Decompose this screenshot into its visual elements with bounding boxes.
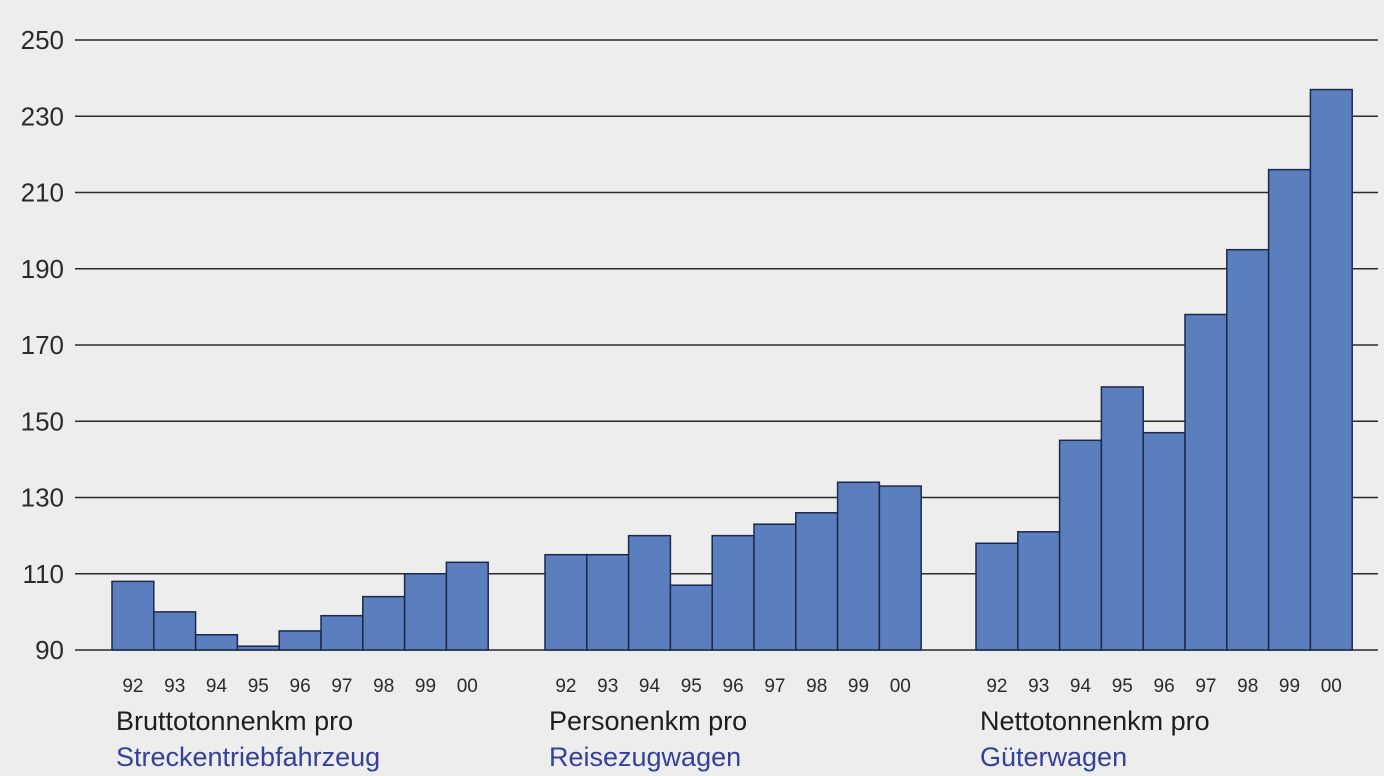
- bar: [878, 485, 922, 651]
- x-tick-label: 98: [373, 676, 394, 697]
- x-tick-label: 00: [457, 676, 478, 697]
- bar: [711, 534, 755, 651]
- x-tick-label: 95: [248, 676, 269, 697]
- bar: [586, 553, 630, 651]
- x-tick-label: 95: [681, 676, 702, 697]
- y-tick-label: 190: [21, 254, 64, 284]
- x-tick-label: 97: [331, 676, 352, 697]
- bar: [403, 573, 448, 651]
- x-tick-label: 00: [1321, 676, 1342, 697]
- x-tick-label: 99: [415, 676, 436, 697]
- x-tick-label: 94: [1070, 676, 1092, 697]
- group-subtitle: Streckentriebfahrzeug: [116, 742, 380, 772]
- bar: [975, 542, 1019, 651]
- x-tick-label: 99: [1279, 676, 1300, 697]
- x-tick-label: 96: [723, 676, 744, 697]
- bar: [1226, 248, 1270, 651]
- y-tick-label: 90: [35, 635, 64, 665]
- bar: [1017, 531, 1061, 651]
- x-tick-label: 94: [639, 676, 661, 697]
- x-tick-label: 98: [1237, 676, 1258, 697]
- bar: [111, 580, 155, 651]
- group-subtitle: Reisezugwagen: [549, 742, 741, 772]
- x-tick-label: 95: [1112, 676, 1133, 697]
- y-tick-label: 170: [21, 330, 64, 360]
- x-tick-label: 94: [206, 676, 228, 697]
- bar: [1267, 168, 1312, 651]
- bar: [544, 553, 588, 651]
- x-tick-label: 92: [555, 676, 576, 697]
- x-tick-label: 93: [1028, 676, 1049, 697]
- x-tick-label: 92: [986, 676, 1007, 697]
- x-tick-label: 93: [597, 676, 618, 697]
- x-tick-label: 97: [764, 676, 785, 697]
- y-tick-label: 110: [23, 559, 64, 589]
- y-tick-label: 250: [21, 25, 64, 55]
- y-tick-label: 130: [21, 483, 64, 513]
- bar: [753, 523, 797, 651]
- x-tick-label: 99: [848, 676, 869, 697]
- x-tick-label: 93: [164, 676, 185, 697]
- bar: [1100, 386, 1144, 651]
- bar: [1309, 88, 1353, 651]
- x-tick-label: 97: [1195, 676, 1216, 697]
- bar: [278, 630, 322, 651]
- bar: [362, 595, 406, 651]
- bar: [320, 614, 364, 651]
- x-tick-label: 98: [806, 676, 827, 697]
- group-title: Bruttotonnenkm pro: [116, 706, 353, 736]
- bar: [236, 645, 280, 651]
- bar: [153, 611, 197, 651]
- bar: [194, 634, 239, 651]
- bar: [445, 561, 489, 651]
- bar: [795, 512, 839, 651]
- bar: [1058, 439, 1103, 651]
- bar: [1184, 313, 1228, 651]
- x-tick-label: 96: [290, 676, 311, 697]
- bar: [1142, 431, 1186, 651]
- y-tick-label: 210: [21, 178, 64, 208]
- y-tick-label: 150: [21, 406, 64, 436]
- bar: [627, 534, 672, 651]
- x-tick-label: 00: [890, 676, 911, 697]
- group-subtitle: Güterwagen: [980, 742, 1127, 772]
- x-tick-label: 92: [122, 676, 143, 697]
- x-tick-label: 96: [1154, 676, 1175, 697]
- group-title: Nettotonnenkm pro: [980, 706, 1210, 736]
- y-tick-label: 230: [21, 101, 64, 131]
- bar: [836, 481, 881, 651]
- group-title: Personenkm pro: [549, 706, 747, 736]
- bar: [669, 584, 713, 651]
